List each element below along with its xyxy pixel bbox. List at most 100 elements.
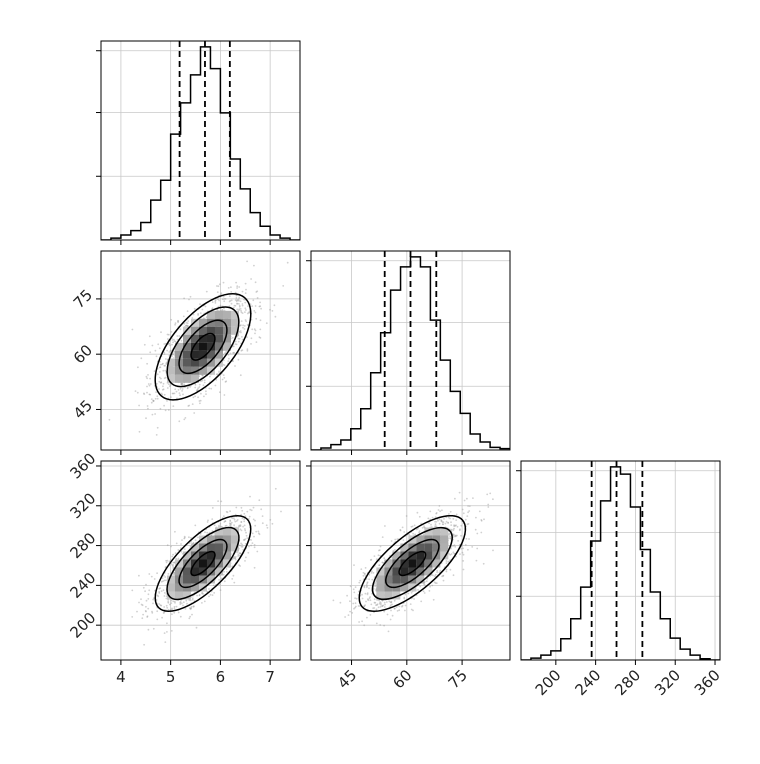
sample-point	[253, 546, 256, 549]
density-cell	[206, 543, 215, 552]
sample-point	[229, 522, 232, 525]
sample-point	[246, 348, 249, 351]
sample-point	[421, 526, 424, 529]
density-cell	[400, 575, 409, 584]
sample-point	[170, 563, 173, 565]
sample-point	[282, 285, 285, 287]
pair-frame-3	[310, 460, 511, 661]
sample-point	[192, 313, 195, 316]
sample-point	[233, 517, 235, 520]
sample-point	[160, 392, 163, 395]
hist-step-3	[521, 466, 720, 660]
sample-point	[209, 593, 212, 596]
sample-point	[177, 321, 180, 324]
density-cell	[214, 551, 223, 560]
sample-point	[250, 337, 253, 340]
sample-point	[146, 362, 149, 365]
y-tick-label-p3: 320	[67, 489, 100, 522]
sample-point	[165, 604, 168, 607]
sample-point	[235, 520, 238, 522]
sample-point	[238, 304, 241, 307]
hist-panel-3	[516, 460, 721, 665]
sample-point	[156, 426, 159, 429]
sample-point	[216, 309, 219, 311]
sample-point	[232, 574, 235, 577]
pair-frame-2	[100, 460, 301, 661]
sample-point	[454, 497, 456, 500]
sample-point	[236, 294, 238, 297]
sample-point	[375, 604, 377, 606]
sample-point	[158, 376, 161, 379]
hist-frame-1	[100, 40, 301, 241]
sample-point	[147, 374, 149, 376]
sample-point	[383, 610, 386, 613]
sample-point	[255, 291, 258, 293]
sample-point	[220, 525, 223, 528]
sample-point	[393, 607, 396, 610]
sample-point	[381, 605, 383, 608]
sample-point	[148, 589, 151, 592]
sample-point	[239, 552, 242, 555]
density-cell	[222, 342, 231, 351]
sample-point	[163, 404, 166, 407]
sample-point	[438, 571, 441, 574]
sample-point	[246, 260, 249, 263]
density-cell	[198, 350, 207, 359]
sample-point	[216, 308, 219, 311]
sample-point	[453, 544, 456, 547]
sample-point	[187, 325, 189, 327]
sample-point	[192, 396, 195, 399]
sample-point	[160, 381, 163, 384]
sample-point	[161, 363, 164, 366]
sample-point	[398, 609, 401, 612]
sample-point	[211, 301, 214, 303]
sample-point	[237, 337, 240, 340]
sample-point	[450, 553, 453, 555]
sample-point	[420, 600, 423, 603]
sample-point	[170, 396, 172, 398]
sample-point	[450, 524, 453, 526]
sample-point	[188, 542, 191, 544]
sample-point	[224, 520, 227, 522]
sample-point	[363, 573, 366, 576]
density-cell	[206, 350, 215, 359]
sample-point	[369, 596, 371, 598]
sample-point	[241, 338, 244, 341]
density-cell	[198, 342, 207, 351]
sample-point	[172, 600, 175, 603]
sample-point	[452, 574, 455, 577]
sample-point	[234, 304, 237, 307]
sample-point	[434, 573, 437, 576]
sample-point	[182, 393, 184, 396]
sample-point	[198, 594, 201, 597]
sample-point	[197, 314, 200, 316]
sample-point	[236, 299, 238, 302]
sample-point	[206, 531, 209, 534]
sample-point	[366, 592, 369, 594]
sample-point	[378, 549, 380, 552]
sample-point	[450, 547, 452, 550]
sample-point	[240, 545, 243, 548]
sample-point	[240, 324, 242, 326]
sample-point	[238, 308, 241, 311]
sample-point	[180, 543, 182, 545]
sample-point	[238, 305, 241, 308]
sample-point	[191, 317, 194, 319]
sample-point	[225, 510, 228, 513]
sample-point	[274, 315, 277, 318]
sample-point	[160, 604, 163, 607]
sample-point	[153, 370, 156, 372]
sample-point	[149, 351, 152, 354]
density-cell	[174, 366, 183, 375]
sample-point	[189, 295, 192, 298]
sample-point	[150, 575, 153, 578]
sample-point	[186, 386, 189, 389]
sample-point	[449, 537, 451, 539]
sample-point	[250, 278, 253, 280]
sample-point	[258, 533, 261, 536]
sample-point	[224, 298, 227, 300]
sample-point	[367, 598, 369, 601]
density-cell	[166, 591, 175, 600]
sample-point	[253, 328, 256, 331]
